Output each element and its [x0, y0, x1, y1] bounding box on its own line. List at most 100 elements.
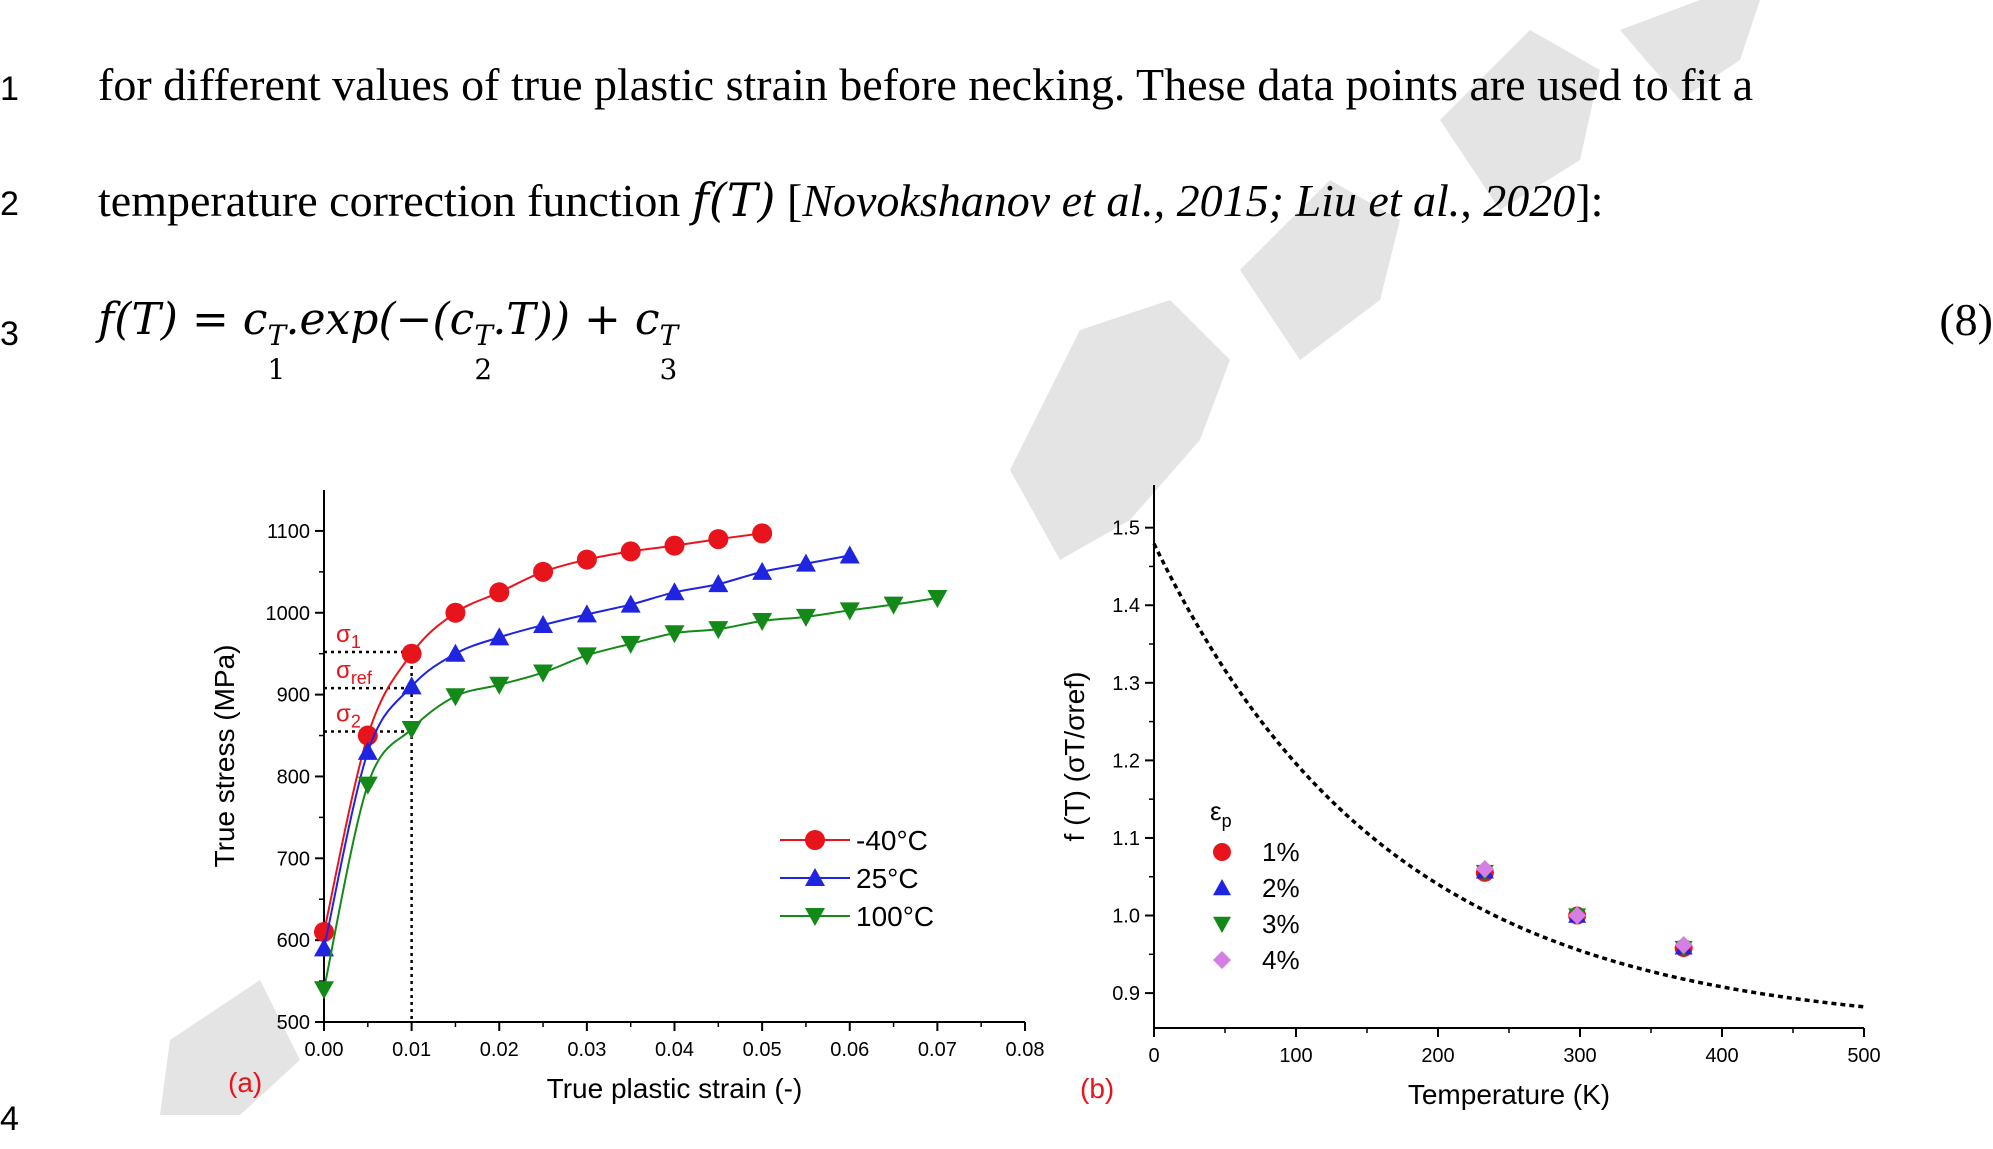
y-tick-label: 500	[277, 1012, 310, 1034]
y-tick-label: 1.2	[1112, 750, 1140, 772]
x-tick-label: 0.03	[567, 1039, 606, 1061]
data-point	[664, 535, 685, 556]
data-point	[533, 664, 554, 683]
data-point	[795, 608, 816, 627]
legend-label: 3%	[1262, 909, 1300, 939]
line-number: 1	[0, 70, 19, 108]
data-point	[664, 582, 685, 601]
legend-label: 4%	[1262, 945, 1300, 975]
x-tick-label: 100	[1279, 1045, 1312, 1067]
data-point	[752, 523, 773, 544]
x-tick-label: 300	[1563, 1045, 1596, 1067]
legend-label: 2%	[1262, 873, 1300, 903]
x-axis-label: True plastic strain (-)	[547, 1073, 803, 1104]
data-point	[839, 545, 860, 564]
sigma-annotation: σref	[336, 657, 373, 688]
x-tick-label: 400	[1705, 1045, 1738, 1067]
legend-title: εp	[1210, 796, 1232, 831]
legend-marker	[805, 830, 825, 850]
x-tick-label: 0.00	[305, 1039, 344, 1061]
paragraph-text: temperature correction function f(T) [No…	[98, 173, 1604, 227]
data-point	[489, 582, 510, 603]
data-point	[401, 643, 422, 664]
sigma-subscript: 1	[351, 632, 361, 652]
panel-label: (a)	[228, 1067, 262, 1098]
legend-marker	[805, 868, 825, 886]
y-tick-label: 700	[277, 848, 310, 870]
sigma-subscript: 2	[351, 711, 361, 731]
panel-label: (b)	[1080, 1073, 1114, 1104]
y-tick-label: 1.1	[1112, 828, 1140, 850]
data-point	[752, 561, 773, 580]
data-point	[708, 621, 729, 640]
x-tick-label: 200	[1421, 1045, 1454, 1067]
y-tick-label: 1000	[266, 603, 311, 625]
data-point	[883, 596, 904, 615]
data-point	[445, 602, 466, 623]
sigma-symbol: σ	[336, 700, 351, 727]
legend-marker	[1213, 951, 1231, 969]
data-point	[445, 643, 466, 662]
data-point	[401, 676, 422, 695]
legend-title-symbol: ε	[1210, 796, 1222, 826]
equation-number: (8)	[1939, 294, 1993, 345]
data-point	[576, 647, 597, 666]
fit-curve	[1152, 542, 1865, 1009]
x-tick-label: 0.07	[918, 1039, 957, 1061]
legend-label: 100°C	[856, 901, 934, 932]
x-tick-label: 0.01	[392, 1039, 431, 1061]
y-tick-label: 1100	[267, 521, 310, 543]
data-point	[533, 561, 554, 582]
function-symbol: f(T)	[691, 173, 776, 227]
y-tick-label: 1.3	[1112, 673, 1140, 695]
y-tick-label: 1.0	[1112, 906, 1140, 928]
legend-marker	[1213, 916, 1231, 933]
sigma-symbol: σ	[336, 657, 351, 684]
y-axis-label: f (T) (σT/σref)	[1059, 672, 1090, 842]
x-tick-label: 0.02	[480, 1039, 519, 1061]
chart-panel-a: 0.00 0.01 0.02 0.03 0.04 0.05 0.06 0.07 0.08 500 6…	[209, 490, 1044, 1104]
x-tick-label: 0.05	[743, 1039, 782, 1061]
data-point	[839, 602, 860, 621]
data-point	[489, 627, 510, 646]
y-tick-label: 1.4	[1112, 595, 1140, 617]
sigma-annotation: σ2	[336, 700, 361, 731]
sigma-subscript: ref	[351, 668, 373, 688]
legend-title-subscript: p	[1222, 811, 1232, 831]
data-point	[708, 529, 729, 550]
data-point	[795, 553, 816, 572]
legend-label: -40°C	[856, 825, 928, 856]
legend-marker	[1213, 843, 1231, 861]
y-tick-label: 600	[277, 930, 310, 952]
y-axis-label: True stress (MPa)	[209, 645, 240, 868]
data-point	[314, 938, 334, 957]
data-point	[620, 594, 641, 613]
x-tick-label: 0	[1148, 1045, 1159, 1067]
data-point	[708, 574, 729, 593]
y-tick-label: 0.9	[1112, 983, 1140, 1005]
data-point	[664, 625, 685, 644]
data-point	[1568, 906, 1587, 925]
citation: Novokshanov et al., 2015; Liu et al., 20…	[802, 175, 1576, 226]
chart-panel-b: 0 100 200 300 400 500 0.9 1.0 1.1 1.2 1.3 1.4 1.5 Tem…	[1059, 485, 1881, 1110]
data-point	[576, 549, 597, 570]
series-line	[323, 597, 938, 990]
data-point	[533, 615, 554, 634]
y-tick-label: 900	[277, 685, 310, 707]
data-point	[314, 981, 334, 1000]
line-number: 3	[0, 315, 19, 353]
data-point	[1475, 859, 1494, 878]
line-number: 2	[0, 185, 19, 223]
x-tick-label: 500	[1847, 1045, 1880, 1067]
x-axis-label: Temperature (K)	[1408, 1079, 1610, 1110]
data-point	[357, 741, 378, 760]
x-tick-label: 0.06	[830, 1039, 869, 1061]
data-point	[357, 776, 378, 795]
data-point	[927, 590, 948, 609]
data-point	[445, 688, 466, 707]
legend-label: 25°C	[856, 863, 919, 894]
data-point	[1674, 935, 1693, 954]
y-tick-label: 1.5	[1112, 518, 1140, 540]
data-point	[576, 604, 597, 623]
